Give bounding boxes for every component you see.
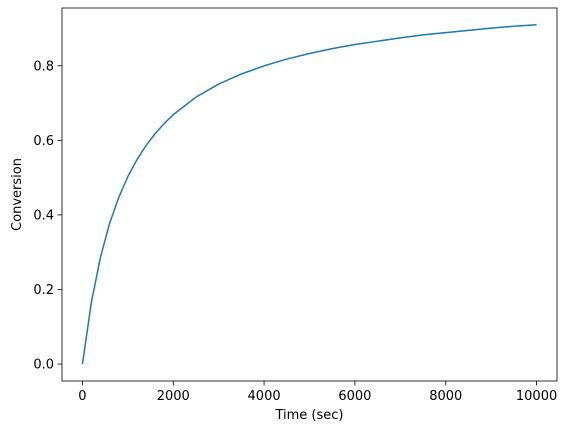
plot-frame — [61, 7, 558, 382]
x-tick-label: 4000 — [248, 389, 281, 404]
y-tick-label: 0.8 — [33, 59, 54, 74]
series-line-0 — [81, 24, 537, 365]
series-layer — [81, 24, 537, 365]
plot-area — [62, 8, 557, 381]
x-tick-label: 2000 — [157, 389, 190, 404]
x-tick-label: 0 — [78, 389, 86, 404]
x-tick-label: 8000 — [429, 389, 462, 404]
y-tick-label: 0.6 — [33, 134, 54, 149]
x-axis-ticks: 0 2000 4000 6000 8000 10000 — [78, 381, 557, 404]
x-tick-label: 10000 — [516, 389, 557, 404]
y-axis-ticks: 0.0 0.2 0.4 0.6 0.8 — [33, 59, 62, 373]
y-tick-label: 0.0 — [33, 358, 54, 373]
y-tick-label: 0.4 — [33, 208, 54, 223]
y-axis-label: Conversion — [10, 158, 25, 231]
y-tick-label: 0.2 — [33, 283, 54, 298]
x-axis-label: Time (sec) — [274, 408, 343, 423]
x-tick-label: 6000 — [338, 389, 371, 404]
